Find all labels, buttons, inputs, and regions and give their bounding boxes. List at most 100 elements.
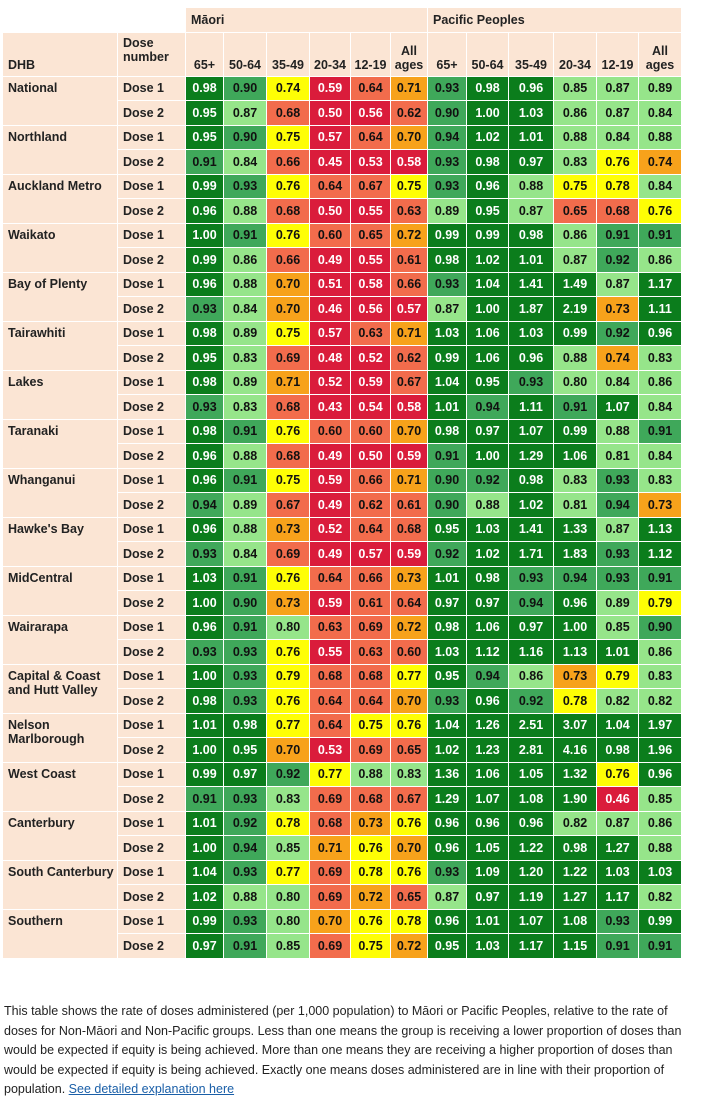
pacific-ratio-cell: 0.65: [553, 198, 597, 224]
pacific-ratio-cell: 0.83: [553, 149, 597, 175]
maori-ratio-cell: 0.93: [223, 908, 267, 934]
pacific-ratio-cell: 0.93: [596, 541, 639, 567]
maori-ratio-cell: 0.95: [185, 124, 224, 150]
pacific-ratio-cell: 0.92: [466, 467, 509, 493]
maori-ratio-cell: 0.98: [185, 418, 224, 444]
pacific-ratio-cell: 0.95: [466, 369, 509, 395]
dose-number: Dose 1: [117, 663, 186, 689]
maori-ratio-cell: 0.84: [223, 541, 267, 567]
pacific-ratio-cell: 0.88: [553, 124, 597, 150]
pacific-ratio-cell: 1.23: [466, 737, 509, 763]
maori-ratio-cell: 0.64: [350, 516, 391, 542]
pacific-ratio-cell: 1.02: [466, 541, 509, 567]
maori-ratio-cell: 0.71: [390, 75, 428, 101]
dose-number: Dose 1: [117, 516, 186, 542]
maori-ratio-cell: 0.70: [266, 271, 310, 297]
maori-ratio-cell: 0.66: [390, 271, 428, 297]
dose-column-header: Dose number: [117, 31, 186, 77]
maori-ratio-cell: 1.04: [185, 859, 224, 885]
pacific-ratio-cell: 1.32: [553, 761, 597, 787]
pacific-ratio-cell: 0.98: [466, 565, 509, 591]
pacific-ratio-cell: 1.01: [508, 247, 554, 273]
maori-ratio-cell: 0.89: [223, 369, 267, 395]
pacific-ratio-cell: 0.93: [427, 75, 467, 101]
dose-number: Dose 1: [117, 222, 186, 248]
pacific-ratio-cell: 0.82: [638, 688, 682, 714]
pacific-ratio-cell: 0.87: [596, 100, 639, 126]
pacific-ratio-cell: 1.00: [466, 100, 509, 126]
maori-age-header: 12-19: [350, 31, 391, 77]
maori-ratio-cell: 0.95: [223, 737, 267, 763]
pacific-ratio-cell: 0.93: [427, 149, 467, 175]
maori-ratio-cell: 0.62: [390, 345, 428, 371]
pacific-age-header: All ages: [638, 31, 682, 77]
pacific-ratio-cell: 0.97: [508, 614, 554, 640]
group-header-row: Māori Pacific Peoples: [2, 7, 682, 33]
pacific-ratio-cell: 1.29: [427, 786, 467, 812]
pacific-ratio-cell: 0.86: [553, 222, 597, 248]
maori-ratio-cell: 0.61: [350, 590, 391, 616]
pacific-ratio-cell: 0.93: [427, 271, 467, 297]
maori-ratio-cell: 0.95: [185, 100, 224, 126]
maori-ratio-cell: 0.59: [309, 467, 351, 493]
maori-ratio-cell: 0.54: [350, 394, 391, 420]
pacific-ratio-cell: 0.96: [638, 761, 682, 787]
table-row: Southern Dose 1 0.99 0.93 0.80 0.70 0.76 0.78 0.…: [2, 908, 682, 959]
pacific-ratio-cell: 1.22: [553, 859, 597, 885]
maori-ratio-cell: 0.58: [350, 271, 391, 297]
maori-ratio-cell: 0.62: [350, 492, 391, 518]
maori-ratio-cell: 0.57: [350, 541, 391, 567]
maori-ratio-cell: 0.85: [266, 835, 310, 861]
pacific-ratio-cell: 0.91: [638, 222, 682, 248]
pacific-ratio-cell: 3.07: [553, 712, 597, 738]
maori-ratio-cell: 0.72: [390, 222, 428, 248]
pacific-ratio-cell: 1.87: [508, 296, 554, 322]
maori-ratio-cell: 0.52: [309, 516, 351, 542]
maori-ratio-cell: 0.76: [390, 810, 428, 836]
dhb-name: MidCentral: [2, 565, 118, 616]
maori-ratio-cell: 0.60: [350, 418, 391, 444]
pacific-ratio-cell: 0.89: [427, 198, 467, 224]
maori-ratio-cell: 0.59: [390, 443, 428, 469]
maori-ratio-cell: 0.91: [223, 418, 267, 444]
table-row: Dose 2 1.00 0.94 0.85 0.71 0.76 0.70 0.96 1.05 1.…: [3, 835, 682, 861]
pacific-ratio-cell: 0.84: [596, 124, 639, 150]
pacific-ratio-cell: 1.06: [466, 345, 509, 371]
dhb-name: Lakes: [2, 369, 118, 420]
maori-ratio-cell: 0.83: [390, 761, 428, 787]
dhb-name: Hawke's Bay: [2, 516, 118, 567]
pacific-ratio-cell: 0.91: [553, 394, 597, 420]
maori-ratio-cell: 0.68: [266, 394, 310, 420]
pacific-ratio-cell: 0.86: [508, 663, 554, 689]
pacific-ratio-cell: 0.98: [553, 835, 597, 861]
pacific-ratio-cell: 1.08: [508, 786, 554, 812]
dose-number: Dose 2: [117, 296, 186, 322]
maori-ratio-cell: 0.70: [266, 737, 310, 763]
maori-ratio-cell: 0.85: [266, 933, 310, 959]
maori-ratio-cell: 0.73: [266, 516, 310, 542]
table-row: Dose 2 0.91 0.84 0.66 0.45 0.53 0.58 0.93 0.98 0.…: [3, 149, 682, 175]
maori-ratio-cell: 0.69: [350, 614, 391, 640]
pacific-ratio-cell: 2.81: [508, 737, 554, 763]
table-row: Dose 2 0.94 0.89 0.67 0.49 0.62 0.61 0.90 0.88 1.…: [3, 492, 682, 518]
maori-ratio-cell: 0.93: [185, 394, 224, 420]
maori-ratio-cell: 0.66: [350, 467, 391, 493]
maori-ratio-cell: 0.89: [223, 320, 267, 346]
pacific-ratio-cell: 0.88: [638, 124, 682, 150]
pacific-ratio-cell: 1.13: [553, 639, 597, 665]
pacific-ratio-cell: 0.79: [596, 663, 639, 689]
maori-ratio-cell: 1.00: [185, 663, 224, 689]
pacific-ratio-cell: 1.12: [638, 541, 682, 567]
table-row: Dose 2 0.93 0.84 0.69 0.49 0.57 0.59 0.92 1.02 1.…: [3, 541, 682, 567]
pacific-ratio-cell: 1.05: [508, 761, 554, 787]
pacific-ratio-cell: 0.94: [427, 124, 467, 150]
maori-ratio-cell: 0.96: [185, 198, 224, 224]
maori-ratio-cell: 0.64: [390, 590, 428, 616]
pacific-ratio-cell: 0.96: [638, 320, 682, 346]
dhb-name: Tairawhiti: [2, 320, 118, 371]
pacific-ratio-cell: 1.03: [427, 320, 467, 346]
pacific-ratio-cell: 1.07: [466, 786, 509, 812]
detailed-explanation-link[interactable]: See detailed explanation here: [68, 1082, 235, 1096]
table-row: Nelson Marlborough Dose 1 1.01 0.98 0.77 0.64…: [2, 712, 682, 763]
maori-ratio-cell: 0.70: [390, 835, 428, 861]
